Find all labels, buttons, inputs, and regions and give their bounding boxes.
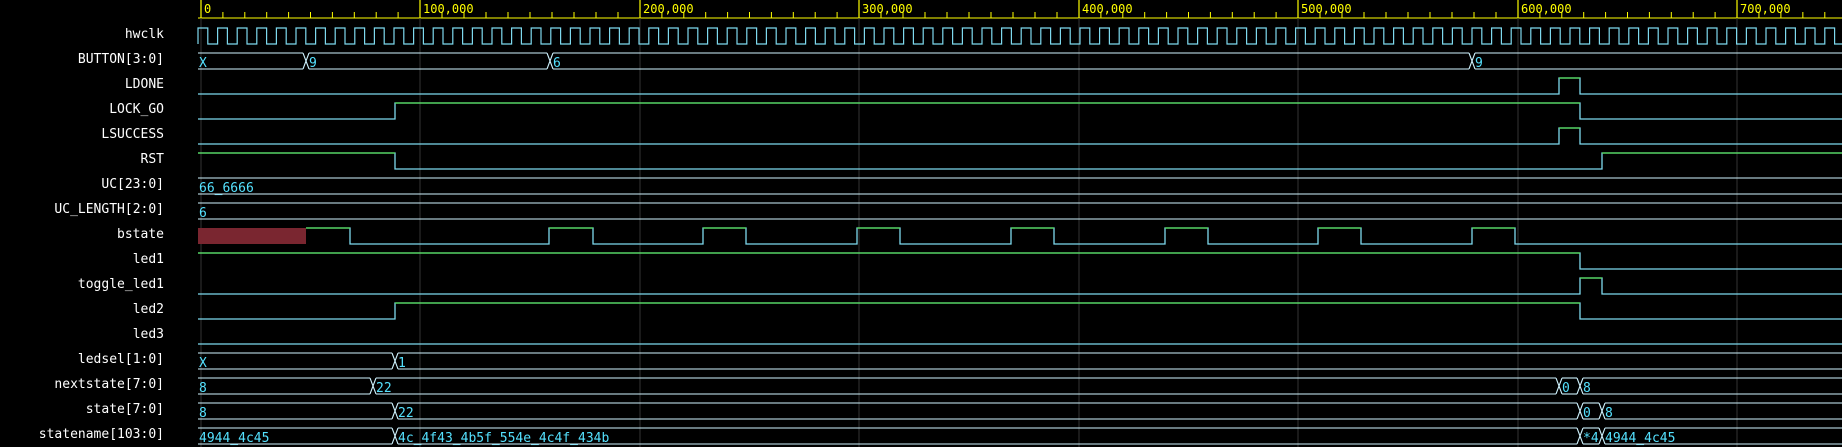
signal-name[interactable]: UC[23:0] bbox=[101, 177, 164, 192]
state-bus-transition bbox=[1576, 402, 1584, 420]
signal-name[interactable]: nextstate[7:0] bbox=[54, 377, 164, 392]
signal-name[interactable]: state[7:0] bbox=[85, 402, 164, 417]
time-ruler[interactable] bbox=[198, 0, 1842, 18]
signal-name[interactable]: BUTTON[3:0] bbox=[77, 52, 164, 67]
signal-name-panel: hwclk BUTTON[3:0] LDONE LOCK_GO LSUCCESS RST U… bbox=[0, 0, 198, 447]
signal-name[interactable]: led1 bbox=[132, 252, 164, 267]
bstate-undefined-region bbox=[198, 228, 306, 244]
signal-name[interactable]: RST bbox=[140, 152, 164, 167]
uc-bus-value: 66_6666 bbox=[199, 181, 254, 196]
ledsel-bus-transition bbox=[391, 352, 399, 370]
statename-bus-value: 4c_4f43_4b5f_554e_4c4f_434b bbox=[398, 431, 609, 446]
bstate-trace bbox=[306, 227, 1842, 245]
state-bus-value: 22 bbox=[398, 406, 414, 421]
state-bus-value: 0 bbox=[1583, 406, 1591, 421]
signal-name[interactable]: led2 bbox=[132, 302, 164, 317]
ruler-label: 0 bbox=[204, 2, 211, 16]
nextstate-bus-value: 22 bbox=[376, 381, 392, 396]
button-bus-transition bbox=[302, 52, 310, 70]
ldone-trace bbox=[198, 77, 1842, 95]
statename-bus-transition bbox=[1576, 427, 1584, 445]
led2-trace bbox=[198, 302, 1842, 320]
nextstate-bus-value: 0 bbox=[1562, 381, 1570, 396]
rst-trace bbox=[198, 152, 1842, 170]
state-bus-transition bbox=[1598, 402, 1606, 420]
lsuccess-trace bbox=[198, 127, 1842, 145]
button-bus-value: 6 bbox=[553, 56, 561, 71]
ruler-label: 500,000 bbox=[1301, 2, 1352, 16]
state-bus-value: 8 bbox=[199, 406, 207, 421]
led1-trace bbox=[198, 252, 1842, 270]
ledsel-bus-value: X bbox=[199, 356, 207, 371]
ruler-label: 400,000 bbox=[1082, 2, 1133, 16]
state-bus-transition bbox=[391, 402, 399, 420]
statename-bus-transition bbox=[391, 427, 399, 445]
nextstate-bus-transition bbox=[369, 377, 377, 395]
state-bus-value: 8 bbox=[1605, 406, 1613, 421]
toggle-led1-trace bbox=[198, 277, 1842, 295]
button-bus-transition bbox=[546, 52, 554, 70]
nextstate-bus-value: 8 bbox=[199, 381, 207, 396]
button-bus-value: X bbox=[199, 56, 207, 71]
ledsel-bus-value: 1 bbox=[398, 356, 406, 371]
statename-bus-value: *4 bbox=[1583, 431, 1599, 446]
signal-name[interactable]: hwclk bbox=[124, 27, 164, 42]
hwclk-trace bbox=[197, 27, 1842, 45]
ruler-label: 200,000 bbox=[643, 2, 694, 16]
ruler-label: 300,000 bbox=[862, 2, 913, 16]
statename-bus-value: 4944_4c45 bbox=[199, 431, 269, 446]
lock-go-trace bbox=[198, 102, 1842, 120]
nextstate-bus-value: 8 bbox=[1583, 381, 1591, 396]
button-bus-transition bbox=[1468, 52, 1476, 70]
signal-name[interactable]: LOCK_GO bbox=[109, 102, 164, 117]
statename-bus-transition bbox=[1598, 427, 1606, 445]
ruler-label: 600,000 bbox=[1521, 2, 1572, 16]
signal-name[interactable]: toggle_led1 bbox=[77, 277, 164, 292]
button-bus-value: 9 bbox=[309, 56, 317, 71]
button-bus-value: 9 bbox=[1475, 56, 1483, 71]
signal-name[interactable]: ledsel[1:0] bbox=[77, 352, 164, 367]
statename-bus-value: 4944_4c45 bbox=[1605, 431, 1675, 446]
ruler-label: 700,000 bbox=[1740, 2, 1791, 16]
signal-name[interactable]: led3 bbox=[132, 327, 164, 342]
uc-length-bus-value: 6 bbox=[199, 206, 207, 221]
nextstate-bus-transition bbox=[1555, 377, 1563, 395]
ruler-label: 100,000 bbox=[423, 2, 474, 16]
signal-name[interactable]: bstate bbox=[117, 227, 164, 242]
signal-name[interactable]: LSUCCESS bbox=[101, 127, 164, 142]
signal-name[interactable]: UC_LENGTH[2:0] bbox=[54, 202, 164, 217]
signal-name[interactable]: statename[103:0] bbox=[38, 427, 164, 442]
nextstate-bus-transition bbox=[1576, 377, 1584, 395]
signal-name[interactable]: LDONE bbox=[124, 77, 164, 92]
